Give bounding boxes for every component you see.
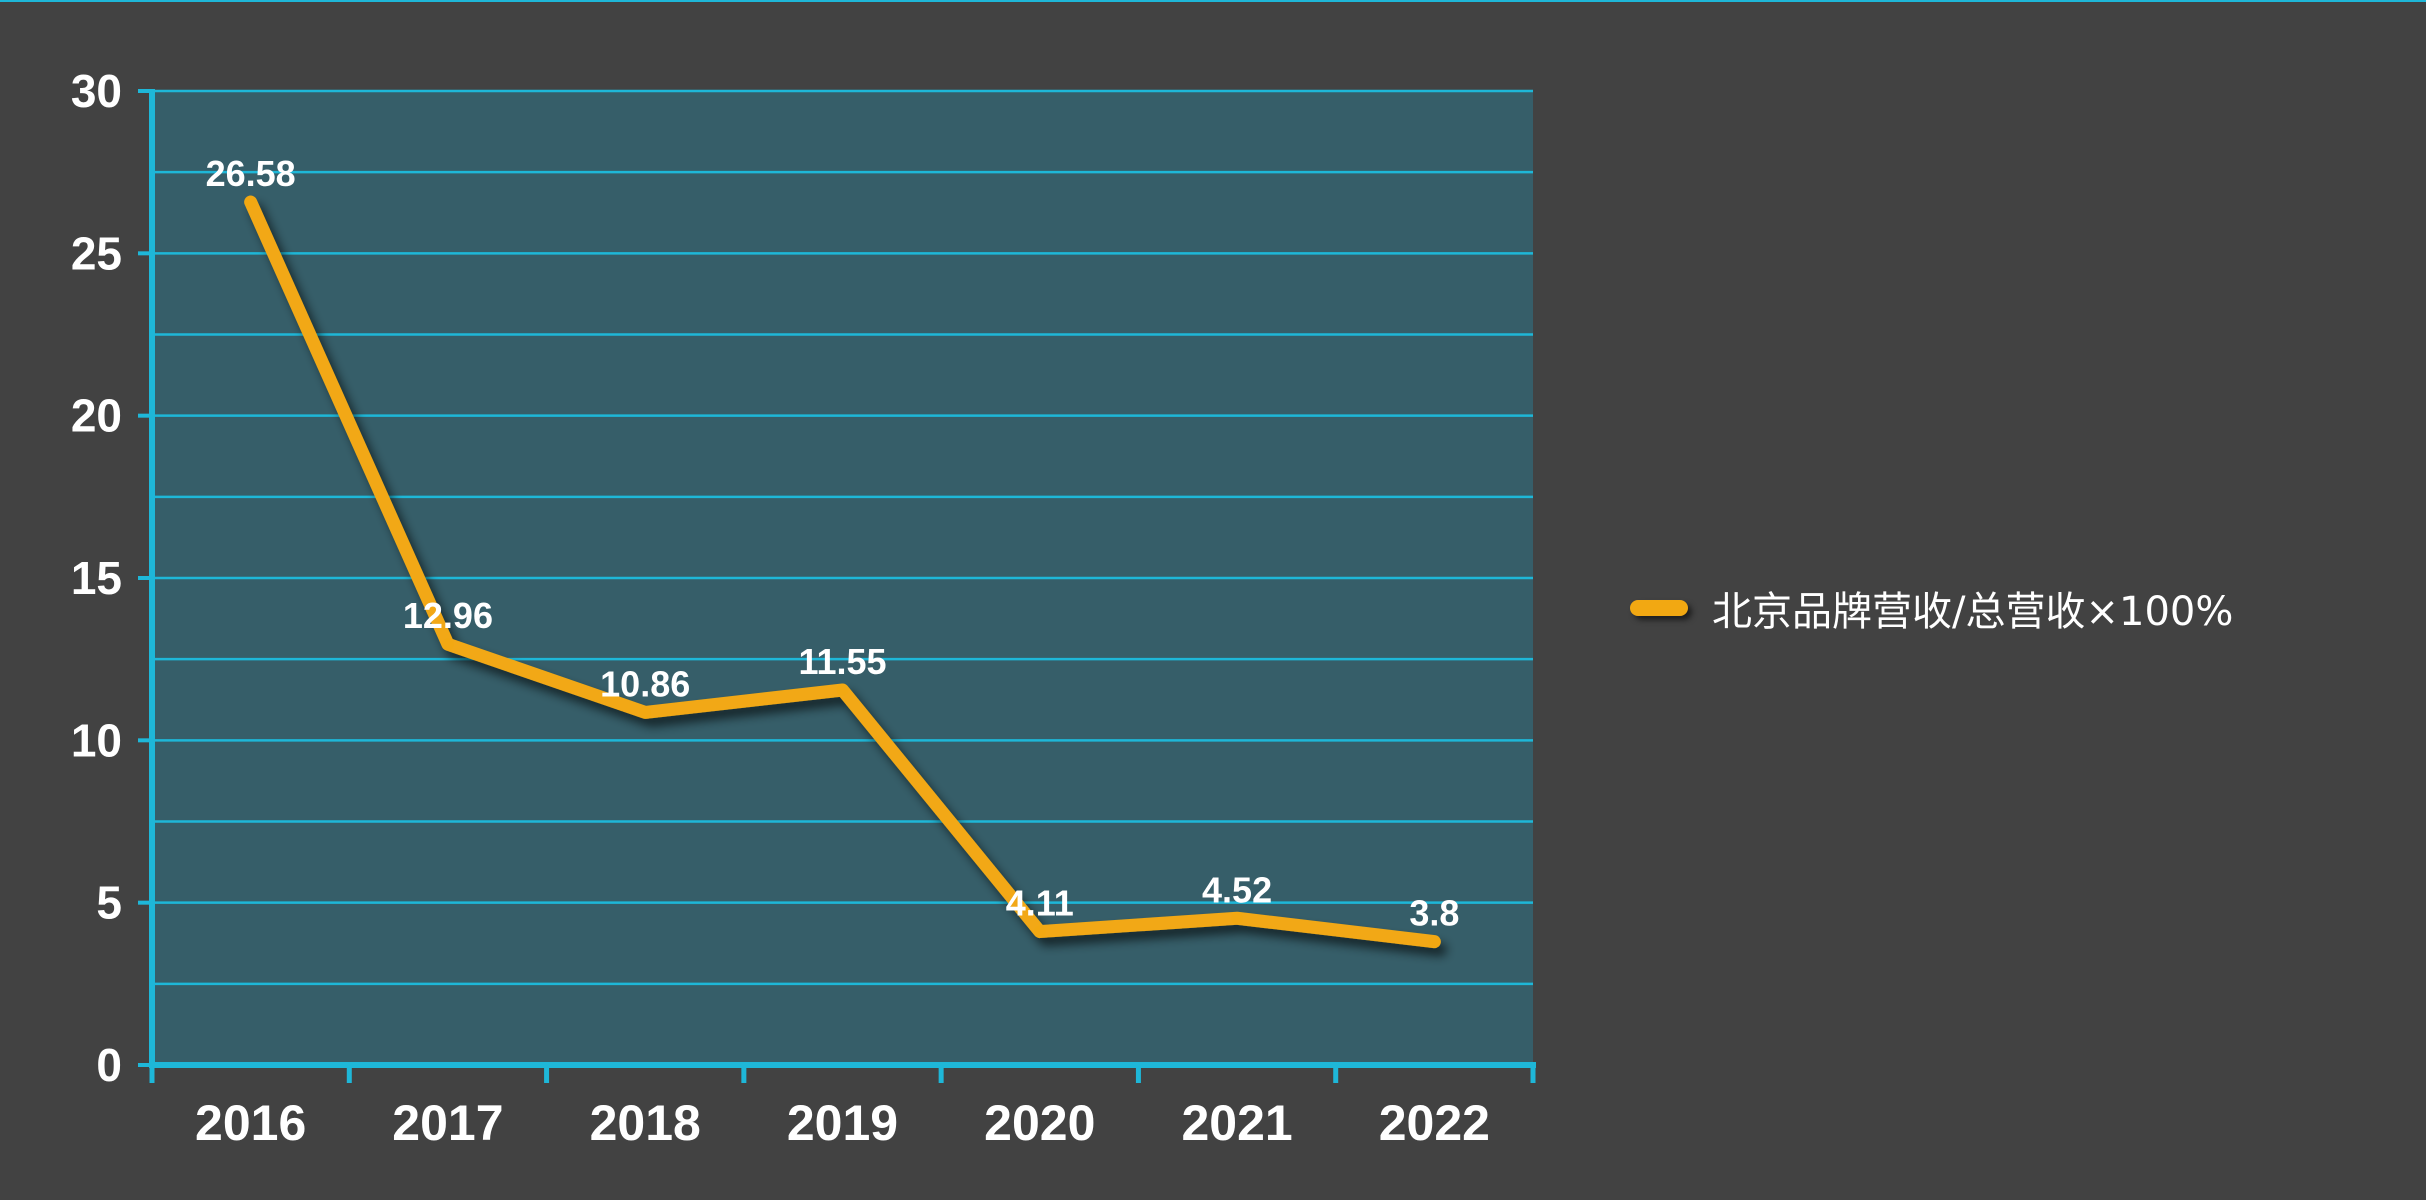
y-tick-label: 15 <box>71 552 122 604</box>
legend: 北京品牌营收/总营收×100% <box>1630 578 2233 638</box>
data-point <box>244 196 257 209</box>
y-tick-label: 25 <box>71 227 122 279</box>
data-label: 4.52 <box>1202 869 1272 910</box>
data-point <box>639 706 652 719</box>
x-tick-label: 2021 <box>1181 1095 1292 1151</box>
data-label: 11.55 <box>798 641 886 682</box>
y-tick-label: 30 <box>71 65 122 117</box>
data-point <box>1231 912 1244 925</box>
y-tick-label: 0 <box>96 1039 122 1091</box>
x-tick-label: 2019 <box>787 1095 898 1151</box>
top-rule <box>0 0 2426 2</box>
data-point <box>836 684 849 697</box>
data-point <box>1428 935 1441 948</box>
y-tick-label: 20 <box>71 390 122 442</box>
data-label: 26.58 <box>206 153 296 194</box>
data-point <box>1033 925 1046 938</box>
data-label: 4.11 <box>1006 883 1074 924</box>
data-point <box>441 638 454 651</box>
y-tick-label: 5 <box>96 877 122 929</box>
x-tick-label: 2022 <box>1379 1095 1490 1151</box>
x-tick-label: 2020 <box>984 1095 1095 1151</box>
data-label: 3.8 <box>1409 893 1459 934</box>
legend-swatch <box>1630 600 1688 616</box>
x-tick-label: 2017 <box>392 1095 503 1151</box>
x-tick-label: 2016 <box>195 1095 306 1151</box>
y-tick-label: 10 <box>71 714 122 766</box>
legend-label: 北京品牌营收/总营收×100% <box>1712 589 2234 635</box>
data-label: 12.96 <box>403 595 493 636</box>
x-tick-label: 2018 <box>590 1095 701 1151</box>
data-label: 10.86 <box>600 663 690 704</box>
